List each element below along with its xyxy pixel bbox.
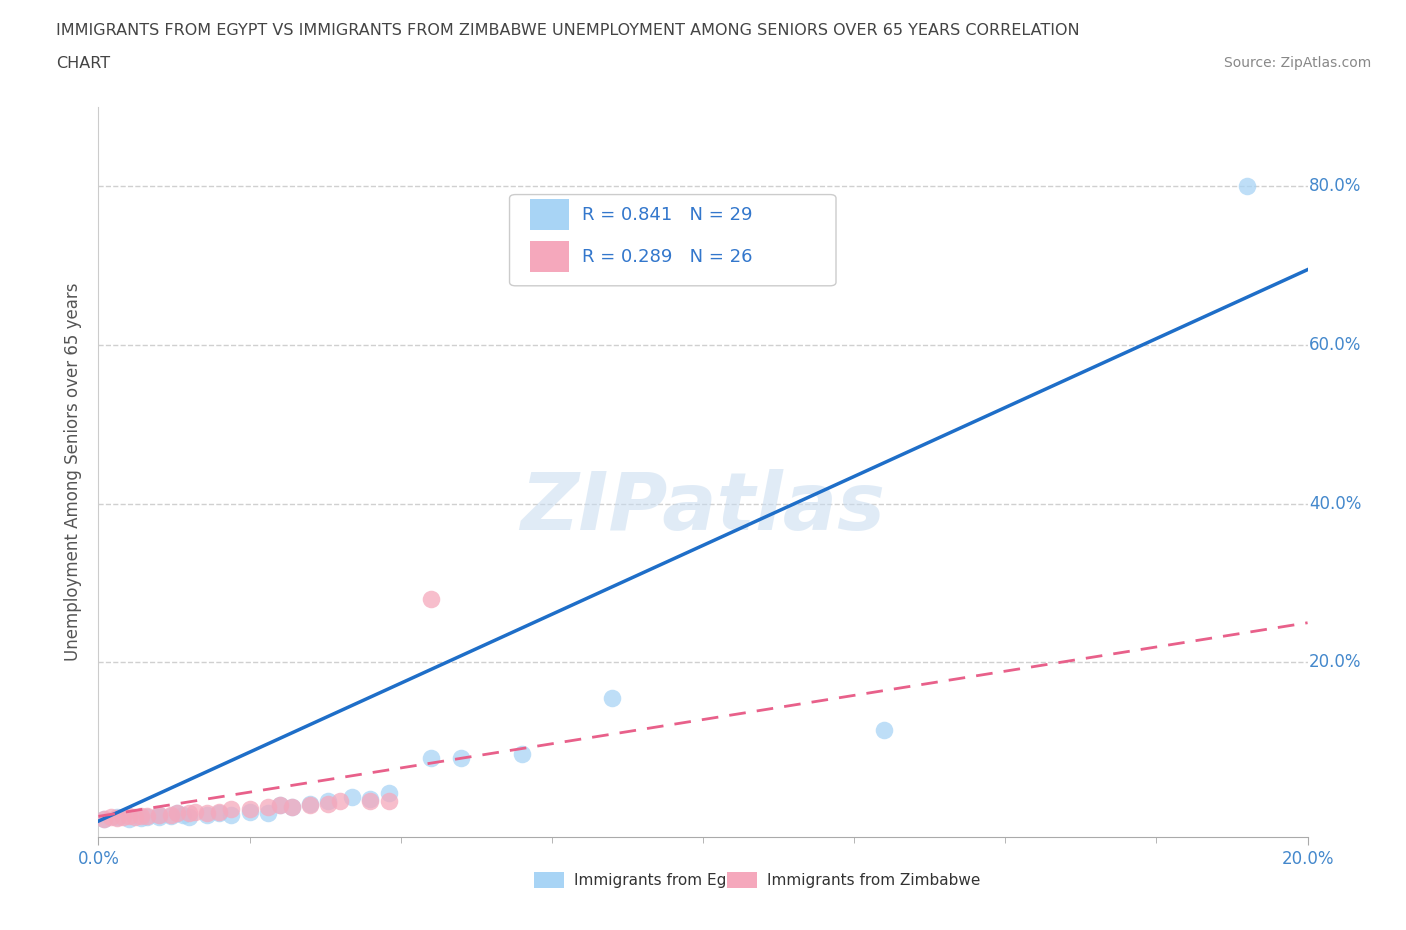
Point xyxy=(105,810,128,825)
Point xyxy=(316,796,339,811)
Point xyxy=(602,691,624,706)
Point xyxy=(377,794,399,809)
Point xyxy=(160,809,183,824)
Point xyxy=(510,746,533,761)
Point xyxy=(148,810,170,825)
Y-axis label: Unemployment Among Seniors over 65 years: Unemployment Among Seniors over 65 years xyxy=(65,283,83,661)
Point xyxy=(208,805,231,820)
Point xyxy=(195,805,218,820)
Text: ZIPatlas: ZIPatlas xyxy=(520,470,886,548)
Point xyxy=(360,791,382,806)
Text: IMMIGRANTS FROM EGYPT VS IMMIGRANTS FROM ZIMBABWE UNEMPLOYMENT AMONG SENIORS OVE: IMMIGRANTS FROM EGYPT VS IMMIGRANTS FROM… xyxy=(56,23,1080,38)
Point xyxy=(256,800,278,815)
Point xyxy=(148,807,170,822)
Point xyxy=(135,809,157,824)
Point xyxy=(135,810,157,825)
Point xyxy=(299,796,322,811)
Text: Immigrants from Zimbabwe: Immigrants from Zimbabwe xyxy=(768,872,980,887)
Point xyxy=(100,810,122,825)
Point xyxy=(360,794,382,809)
Point xyxy=(329,794,352,809)
Text: 40.0%: 40.0% xyxy=(1309,495,1361,512)
Text: Immigrants from Egypt: Immigrants from Egypt xyxy=(574,872,751,887)
Point xyxy=(129,808,152,823)
FancyBboxPatch shape xyxy=(509,194,837,286)
Point xyxy=(179,805,201,820)
Point xyxy=(873,723,896,737)
Point xyxy=(281,800,304,815)
Point xyxy=(316,794,339,809)
Point xyxy=(221,807,243,822)
Point xyxy=(166,805,188,820)
Point xyxy=(299,798,322,813)
Point xyxy=(208,804,231,819)
Point xyxy=(342,790,364,804)
Point xyxy=(179,810,201,825)
Point xyxy=(160,807,183,822)
Text: CHART: CHART xyxy=(56,56,110,71)
Point xyxy=(129,811,152,826)
Point xyxy=(105,811,128,826)
Point xyxy=(118,811,141,826)
Point xyxy=(450,751,472,765)
Point xyxy=(269,798,291,813)
Text: 20.0%: 20.0% xyxy=(1309,654,1361,671)
Point xyxy=(256,805,278,820)
FancyBboxPatch shape xyxy=(530,242,569,272)
Point xyxy=(377,786,399,801)
Point xyxy=(93,811,115,826)
FancyBboxPatch shape xyxy=(534,872,564,888)
Text: Source: ZipAtlas.com: Source: ZipAtlas.com xyxy=(1223,56,1371,70)
Text: 60.0%: 60.0% xyxy=(1309,336,1361,354)
Point xyxy=(93,811,115,826)
FancyBboxPatch shape xyxy=(530,199,569,230)
Point xyxy=(281,800,304,815)
FancyBboxPatch shape xyxy=(727,872,758,888)
Point xyxy=(420,591,443,606)
Point xyxy=(124,810,146,825)
Point xyxy=(172,807,194,822)
Point xyxy=(148,807,170,822)
Text: R = 0.841   N = 29: R = 0.841 N = 29 xyxy=(582,206,752,224)
Text: R = 0.289   N = 26: R = 0.289 N = 26 xyxy=(582,247,752,266)
Point xyxy=(184,804,207,819)
Point xyxy=(1236,179,1258,193)
Text: 80.0%: 80.0% xyxy=(1309,178,1361,195)
Point xyxy=(239,804,262,819)
Point xyxy=(118,809,141,824)
Point xyxy=(239,802,262,817)
Point xyxy=(221,802,243,817)
Point xyxy=(269,798,291,813)
Point xyxy=(111,810,134,825)
Point xyxy=(166,805,188,820)
Point xyxy=(195,807,218,822)
Point xyxy=(420,751,443,765)
